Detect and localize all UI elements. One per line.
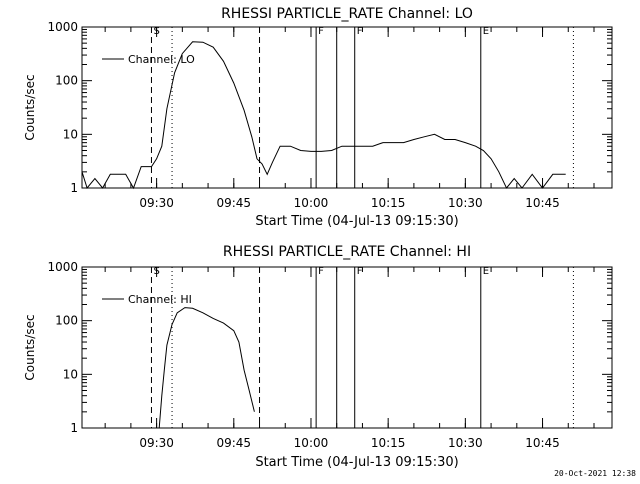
y-tick-label: 100 <box>55 74 78 88</box>
annotation-label: F <box>318 26 324 37</box>
y-tick-label: 1000 <box>47 260 78 274</box>
x-axis-label: Start Time (04-Jul-13 09:15:30) <box>255 214 458 229</box>
chart-panel-2: RHESSI PARTICLE_RATE Channel: HI 1 10 100 10… <box>23 244 613 470</box>
annotation-label: F <box>357 26 363 37</box>
annotation-label: E <box>483 26 489 37</box>
x-tick-label: 10:45 <box>525 436 560 450</box>
annotation-label: S <box>153 26 159 37</box>
y-tick-label: 10 <box>63 367 78 381</box>
plot-frame <box>81 266 613 429</box>
chart-title: RHESSI PARTICLE_RATE Channel: HI <box>223 244 471 260</box>
annotation-label: F <box>357 266 363 277</box>
x-tick-label: 10:30 <box>448 196 483 210</box>
x-tick-label: 09:30 <box>139 196 174 210</box>
y-tick-label: 1 <box>70 421 78 435</box>
annotation-label: E <box>483 266 489 277</box>
annotation-label: F <box>318 266 324 277</box>
series-line <box>158 307 255 429</box>
x-tick-label: 09:30 <box>139 436 174 450</box>
y-tick-label: 1 <box>70 181 78 195</box>
x-tick-label: 09:45 <box>216 196 251 210</box>
x-tick-label: 10:15 <box>371 436 406 450</box>
legend-entry: Channel: LO <box>128 53 195 66</box>
x-tick-label: 10:30 <box>448 436 483 450</box>
chart-panel-1: RHESSI PARTICLE_RATE Channel: LO 1 10 100 10… <box>23 6 613 229</box>
footer-timestamp: 20-Oct-2021 12:38 <box>554 469 636 478</box>
y-tick-label: 100 <box>55 314 78 328</box>
plot-frame <box>81 26 613 189</box>
y-tick-label: 10 <box>63 127 78 141</box>
x-axis-label: Start Time (04-Jul-13 09:15:30) <box>255 455 458 470</box>
series-line <box>81 41 566 190</box>
x-tick-label: 10:00 <box>294 436 329 450</box>
x-tick-label: 10:45 <box>525 196 560 210</box>
legend-entry: Channel: HI <box>128 293 192 306</box>
y-axis-label: Counts/sec <box>23 314 37 380</box>
x-tick-label: 10:15 <box>371 196 406 210</box>
chart-title: RHESSI PARTICLE_RATE Channel: LO <box>221 6 473 22</box>
annotation-label: S <box>153 266 159 277</box>
x-tick-label: 09:45 <box>216 436 251 450</box>
y-axis-label: Counts/sec <box>23 74 37 140</box>
x-tick-label: 10:00 <box>294 196 329 210</box>
y-tick-label: 1000 <box>47 20 78 34</box>
